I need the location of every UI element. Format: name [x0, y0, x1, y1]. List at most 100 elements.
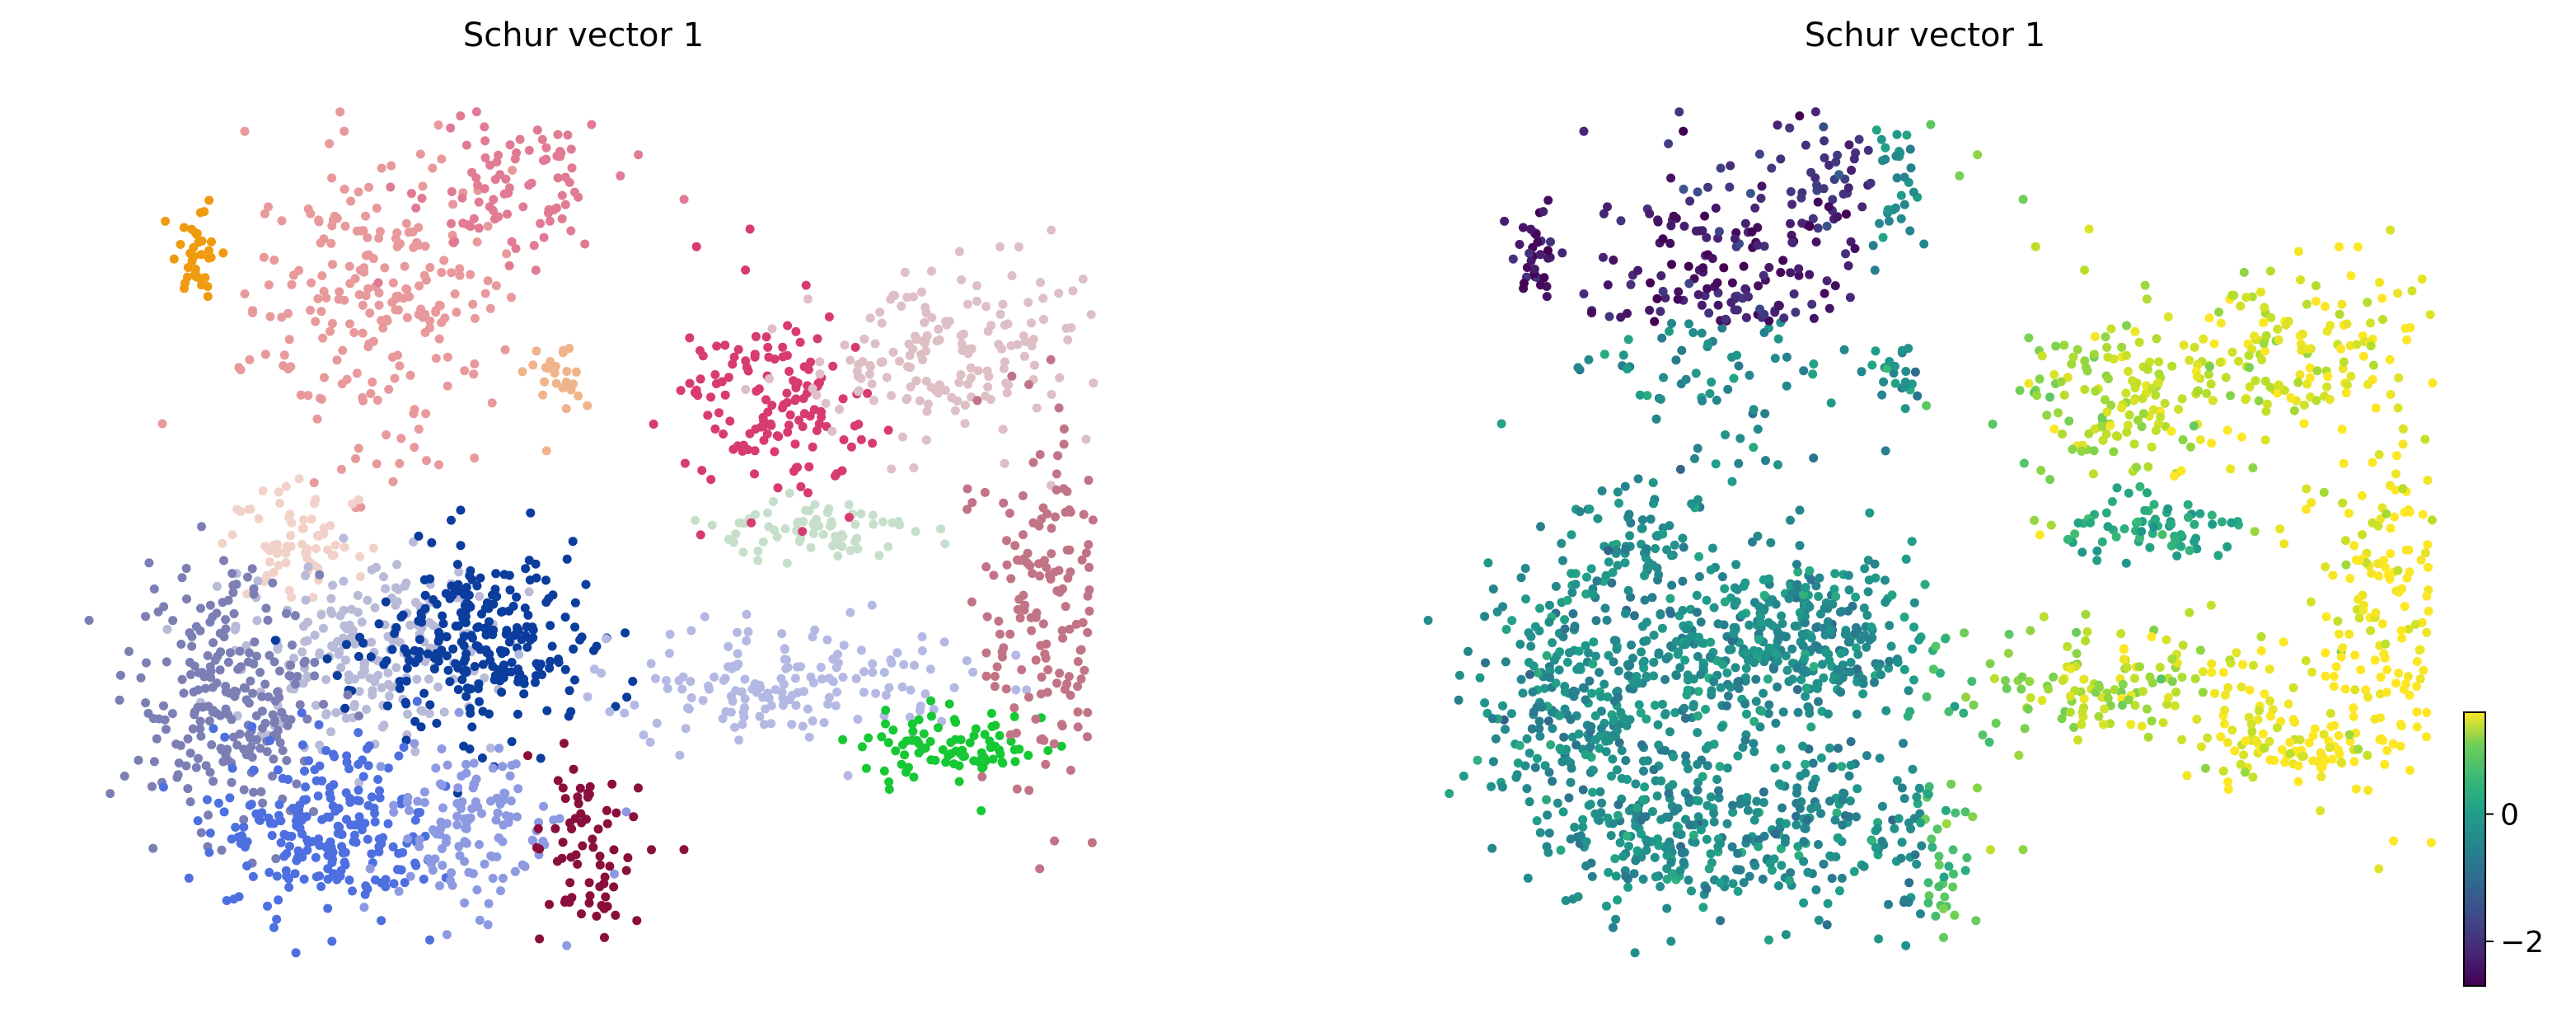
scatter-point — [296, 390, 306, 400]
scatter-point — [302, 845, 312, 855]
scatter-point — [569, 187, 579, 197]
scatter-point — [391, 583, 400, 593]
scatter-point — [225, 648, 235, 658]
scatter-point — [419, 875, 429, 884]
scatter-point — [264, 692, 274, 702]
scatter-point — [172, 772, 182, 782]
scatter-point — [425, 316, 435, 326]
scatter-point — [315, 570, 325, 580]
colorbar-tick-label: 0 — [2500, 799, 2519, 833]
scatter-point — [148, 781, 157, 791]
scatter-point — [274, 487, 283, 497]
scatter-point — [383, 668, 393, 678]
scatter-point — [161, 216, 171, 226]
scatter-point — [415, 635, 424, 645]
scatter-point — [265, 557, 274, 567]
scatter-point — [293, 846, 303, 856]
scatter-point — [567, 163, 577, 173]
scatter-point — [269, 754, 279, 764]
scatter-point — [335, 287, 344, 297]
scatter-point — [570, 598, 580, 608]
scatter-point — [231, 823, 241, 832]
scatter-point — [239, 785, 249, 795]
scatter-point — [297, 523, 307, 533]
scatter-point — [494, 150, 503, 160]
scatter-point — [375, 793, 385, 803]
scatter-point — [406, 189, 416, 199]
scatter-point — [177, 573, 187, 583]
scatter-point — [492, 592, 502, 602]
scatter-point — [366, 389, 376, 398]
scatter-point — [349, 328, 359, 337]
scatter-point — [232, 580, 241, 589]
scatter-point — [270, 636, 280, 645]
scatter-point — [325, 138, 335, 148]
scatter-point — [482, 648, 492, 658]
scatter-point — [218, 757, 228, 767]
scatter-point — [124, 646, 133, 656]
scatter-point — [285, 842, 294, 851]
scatter-point — [384, 384, 394, 394]
scatter-point — [318, 333, 328, 343]
scatter-point — [536, 753, 546, 763]
scatter-point — [255, 744, 265, 753]
scatter-point — [560, 664, 570, 674]
scatter-point — [383, 819, 393, 828]
scatter-point — [185, 749, 195, 758]
scatter-point — [263, 615, 273, 625]
scatter-point — [491, 281, 501, 291]
scatter-point — [314, 215, 324, 225]
scatter-point — [290, 611, 300, 621]
scatter-point — [537, 670, 547, 679]
scatter-point — [518, 367, 527, 377]
scatter-point — [445, 594, 455, 603]
scatter-point — [299, 622, 308, 631]
scatter-point — [255, 668, 265, 678]
scatter-point — [408, 227, 418, 237]
scatter-point — [364, 182, 373, 192]
scatter-point — [387, 298, 397, 307]
scatter-point — [367, 565, 377, 575]
scatter-point — [449, 238, 458, 247]
scatter-point — [453, 580, 463, 589]
scatter-point — [204, 716, 214, 726]
scatter-point — [364, 339, 374, 349]
scatter-point — [438, 611, 447, 621]
scatter-point — [317, 271, 327, 280]
scatter-point — [384, 691, 394, 701]
scatter-point — [346, 820, 356, 830]
scatter-point — [505, 140, 515, 150]
scatter-point — [306, 305, 316, 315]
scatter-point — [412, 674, 422, 684]
scatter-point — [242, 589, 252, 599]
scatter-point — [283, 720, 293, 730]
scatter-point — [239, 822, 249, 832]
scatter-point — [483, 276, 493, 286]
scatter-point — [420, 328, 430, 337]
scatter-point — [275, 498, 284, 508]
scatter-point — [323, 545, 333, 555]
scatter-point — [297, 740, 307, 750]
scatter-point — [401, 735, 411, 745]
scatter-point — [203, 650, 213, 660]
scatter-point — [264, 202, 273, 212]
scatter-point — [352, 368, 362, 378]
scatter-point — [442, 651, 452, 661]
scatter-point — [194, 237, 204, 247]
scatter-point — [234, 363, 244, 373]
scatter-point — [281, 558, 291, 568]
scatter-point — [433, 682, 443, 692]
scatter-point — [219, 632, 229, 641]
scatter-point — [354, 443, 363, 453]
scatter-point — [466, 566, 475, 575]
scatter-point — [512, 592, 522, 602]
scatter-point — [525, 575, 535, 585]
scatter-point — [215, 665, 225, 675]
scatter-point — [208, 638, 218, 648]
scatter-point — [354, 495, 363, 504]
scatter-point — [507, 737, 517, 747]
scatter-point — [174, 758, 184, 768]
scatter-point — [372, 459, 382, 469]
